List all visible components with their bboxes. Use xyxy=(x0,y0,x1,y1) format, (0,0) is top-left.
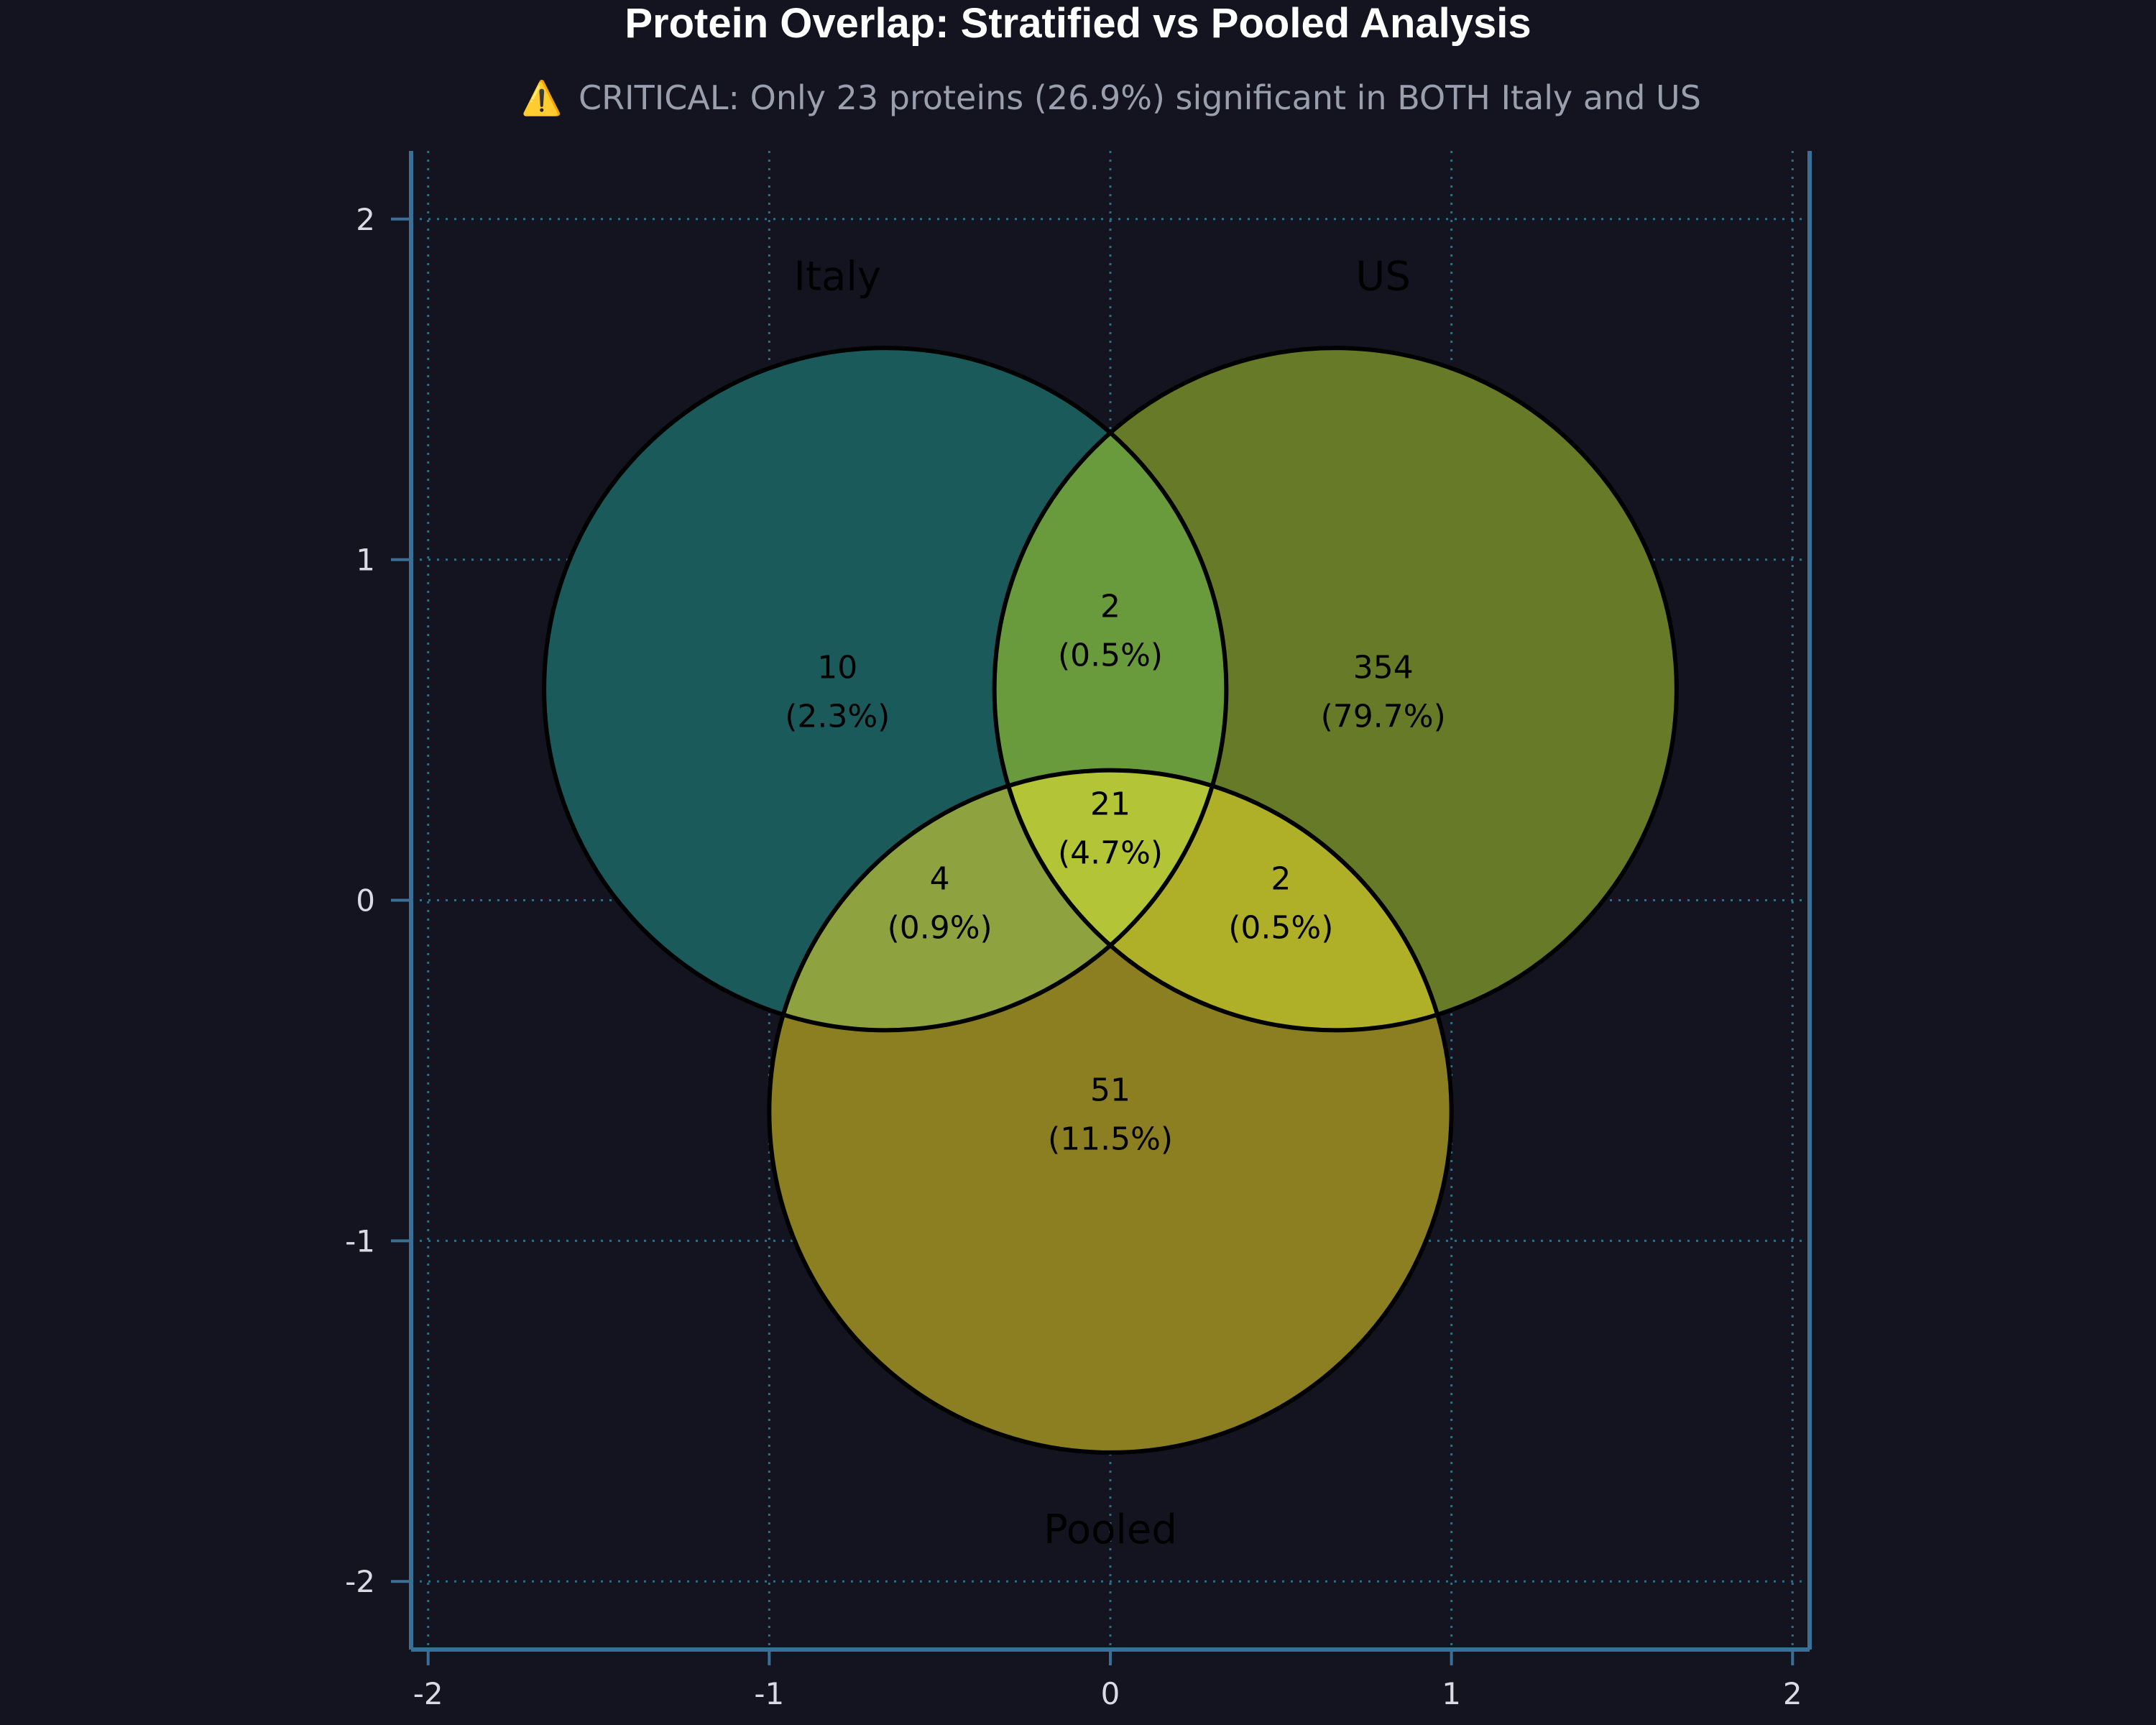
chart-title: Protein Overlap: Stratified vs Pooled An… xyxy=(625,0,1531,47)
region-percent: (2.3%) xyxy=(785,699,890,735)
y-tick-label: -2 xyxy=(345,1564,375,1599)
venn-outline-us xyxy=(992,346,1679,1033)
x-tick-label: -2 xyxy=(413,1676,443,1711)
region-count: 51 xyxy=(1090,1072,1130,1108)
region-count: 2 xyxy=(1100,588,1120,625)
region-count: 4 xyxy=(930,861,950,898)
region-percent: (0.5%) xyxy=(1058,637,1163,673)
x-tick-label: -1 xyxy=(754,1676,784,1711)
region-count: 21 xyxy=(1090,786,1130,822)
region-count: 354 xyxy=(1353,650,1414,686)
venn-overlap-italy-pooled xyxy=(769,770,1227,1031)
venn-overlap-us-pooled xyxy=(994,770,1452,1031)
set-label-pooled: Pooled xyxy=(1044,1506,1177,1553)
region-count: 10 xyxy=(817,650,857,686)
region-count: 2 xyxy=(1271,861,1291,898)
region-percent: (4.7%) xyxy=(1058,834,1163,871)
set-label-us: US xyxy=(1355,253,1411,300)
region-percent: (0.5%) xyxy=(1228,910,1333,947)
venn-outline-pooled xyxy=(767,768,1454,1455)
set-label-italy: Italy xyxy=(794,253,882,300)
chart-subtitle-text: CRITICAL: Only 23 proteins (26.9%) signi… xyxy=(579,78,1701,117)
y-tick-label: 2 xyxy=(356,202,375,237)
venn-outline-italy xyxy=(542,346,1229,1033)
venn-labels: Italy US Pooled 10 (2.3%) 354 (79.7%) 51 (11.5%)… xyxy=(785,253,1446,1553)
axes: -2 -1 0 1 2 -2 -1 0 1 2 xyxy=(345,151,1812,1711)
region-percent: (0.9%) xyxy=(888,910,992,947)
x-tick-label: 0 xyxy=(1101,1676,1120,1711)
y-tick-label: 1 xyxy=(356,543,375,578)
x-tick-label: 2 xyxy=(1783,1676,1802,1711)
chart-subtitle: ⚠️ CRITICAL: Only 23 proteins (26.9%) si… xyxy=(521,78,1701,117)
region-percent: (11.5%) xyxy=(1048,1121,1173,1157)
y-tick-label: 0 xyxy=(356,883,375,919)
region-percent: (79.7%) xyxy=(1321,699,1446,735)
y-tick-label: -1 xyxy=(345,1223,375,1259)
venn-diagram xyxy=(542,346,1679,1455)
x-tick-label: 1 xyxy=(1442,1676,1461,1711)
warning-icon: ⚠️ xyxy=(521,78,562,117)
